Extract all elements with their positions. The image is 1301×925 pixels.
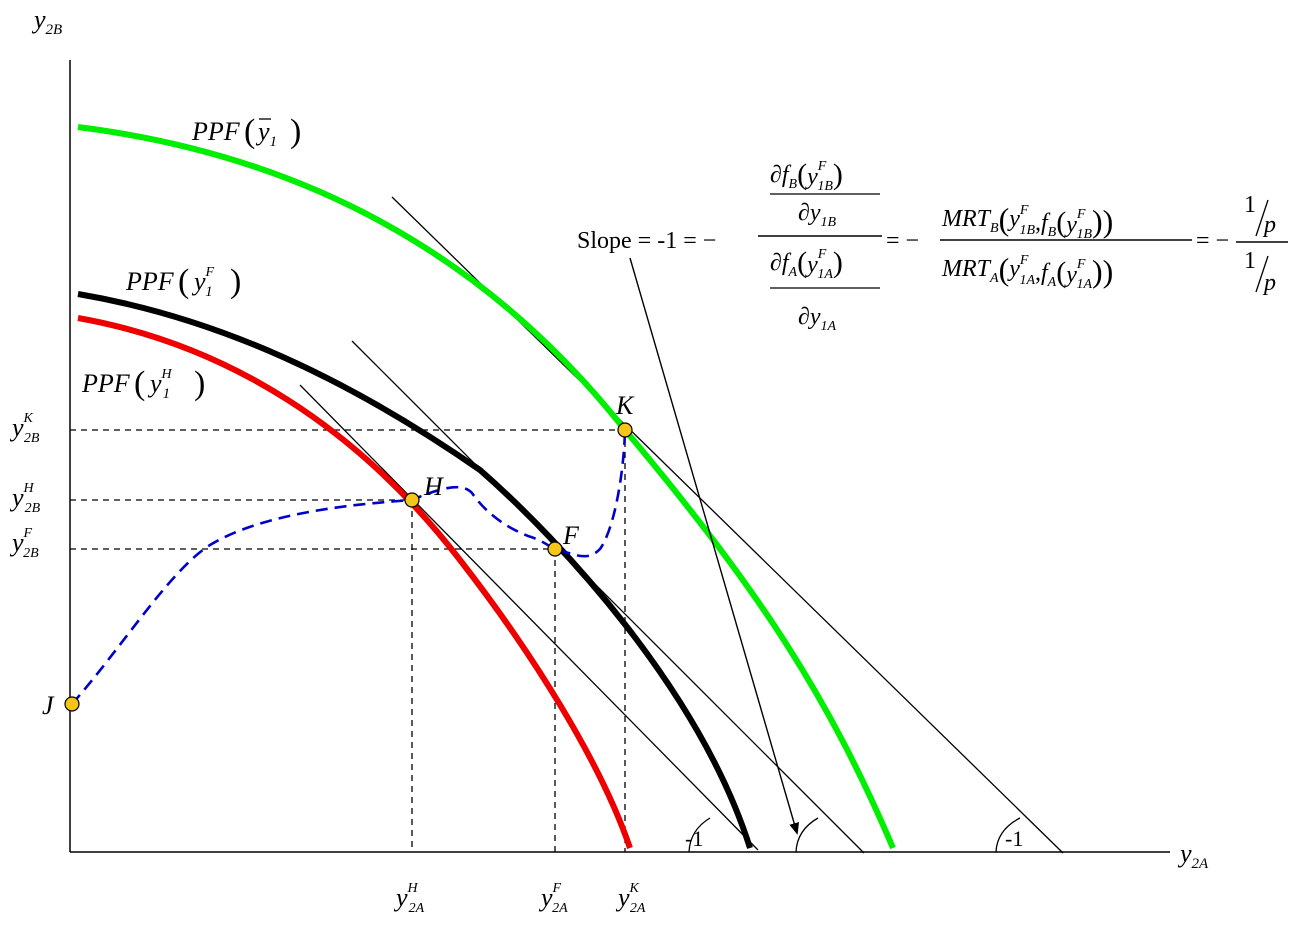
ppf-green-label-open: ( bbox=[244, 113, 255, 150]
angle-label-2: -1 bbox=[1005, 826, 1023, 851]
point-j-label: J bbox=[42, 691, 55, 720]
ppf-green-curve bbox=[77, 124, 896, 850]
angle-arc-2 bbox=[795, 817, 819, 853]
ppf-green-label: PPF ( y1 ) bbox=[191, 113, 301, 150]
point-k-marker bbox=[617, 422, 633, 438]
slope-eq2: = − bbox=[1196, 228, 1229, 254]
x-tick-h: yH 2A bbox=[393, 881, 425, 916]
y-axis-label: y2B bbox=[31, 5, 62, 38]
ppf-black-label-main: PPF bbox=[125, 267, 175, 296]
frac3-den-p: p bbox=[1262, 270, 1276, 296]
tangent-line-h bbox=[299, 384, 759, 851]
ppf-green-label-main: PPF bbox=[191, 117, 241, 146]
ppf-black-label-close: ) bbox=[230, 263, 241, 300]
frac2-den: MRTA(yF 1A,fA(yF 1A)) bbox=[941, 251, 1113, 292]
y-tick-k: yK 2B bbox=[9, 411, 40, 446]
frac1-num-top: ∂fB(yF 1B) bbox=[770, 158, 843, 194]
point-f-marker bbox=[547, 541, 563, 557]
frac1-den-bottom: ∂y1A bbox=[798, 304, 837, 334]
angle-label-1: -1 bbox=[685, 826, 703, 851]
ppf-red-label-main: PPF bbox=[81, 369, 131, 398]
ppf-black-curve bbox=[77, 291, 753, 849]
angle-arc-1 bbox=[688, 817, 711, 853]
tangent-line-f bbox=[351, 340, 865, 854]
ppf-red-label-arg: yH 1 bbox=[147, 367, 173, 402]
ppf-black-label-arg: yF 1 bbox=[191, 265, 215, 300]
x-tick-f: yF 2A bbox=[538, 881, 568, 916]
frac3-num-one: 1 bbox=[1244, 192, 1256, 218]
expansion-path bbox=[71, 429, 627, 705]
frac3-num-p: p bbox=[1262, 212, 1276, 238]
reference-lines bbox=[70, 429, 626, 852]
point-h-label: H bbox=[423, 472, 444, 501]
slope-eq1: = − bbox=[886, 228, 919, 254]
ppf-black-label-open: ( bbox=[178, 263, 189, 300]
point-j-marker bbox=[64, 696, 80, 712]
x-axis-label: y2A bbox=[1177, 839, 1209, 872]
point-h-marker bbox=[404, 492, 420, 508]
frac3-den-slash bbox=[1255, 255, 1269, 293]
ppf-black-label: PPF ( yF 1 ) bbox=[125, 263, 241, 300]
angle-arc-3 bbox=[995, 817, 1021, 853]
ppf-red-curve bbox=[77, 315, 633, 849]
frac1-den-top: ∂fA(yF 1A) bbox=[770, 246, 843, 282]
frac1-num-bottom: ∂y1B bbox=[798, 200, 837, 230]
ppf-red-label-close: ) bbox=[194, 365, 205, 402]
ppf-green-label-arg: y1 bbox=[255, 117, 277, 150]
tangent-lines bbox=[299, 196, 1064, 854]
point-f-label: F bbox=[562, 521, 580, 550]
frac3-num-slash bbox=[1255, 199, 1269, 237]
ppf-red-label: PPF ( yH 1 ) bbox=[81, 365, 205, 402]
ppf-green-label-close: ) bbox=[290, 113, 301, 150]
slope-arrow bbox=[629, 257, 800, 835]
ppf-red-label-open: ( bbox=[134, 365, 145, 402]
x-tick-k: yK 2A bbox=[615, 881, 646, 916]
point-k-label: K bbox=[615, 391, 635, 420]
slope-formula: Slope = -1 = − ∂fB(yF 1B) ∂y1B ∂fA(yF 1A) … bbox=[577, 158, 1288, 334]
points bbox=[64, 422, 633, 712]
frac2-num: MRTB(yF 1B,fB(yF 1B)) bbox=[941, 201, 1113, 242]
frac3-den-one: 1 bbox=[1244, 248, 1256, 274]
y-tick-f: yF 2B bbox=[9, 526, 39, 561]
y-tick-h: yH 2B bbox=[9, 481, 41, 516]
slope-prefix: Slope = -1 = − bbox=[577, 228, 716, 254]
